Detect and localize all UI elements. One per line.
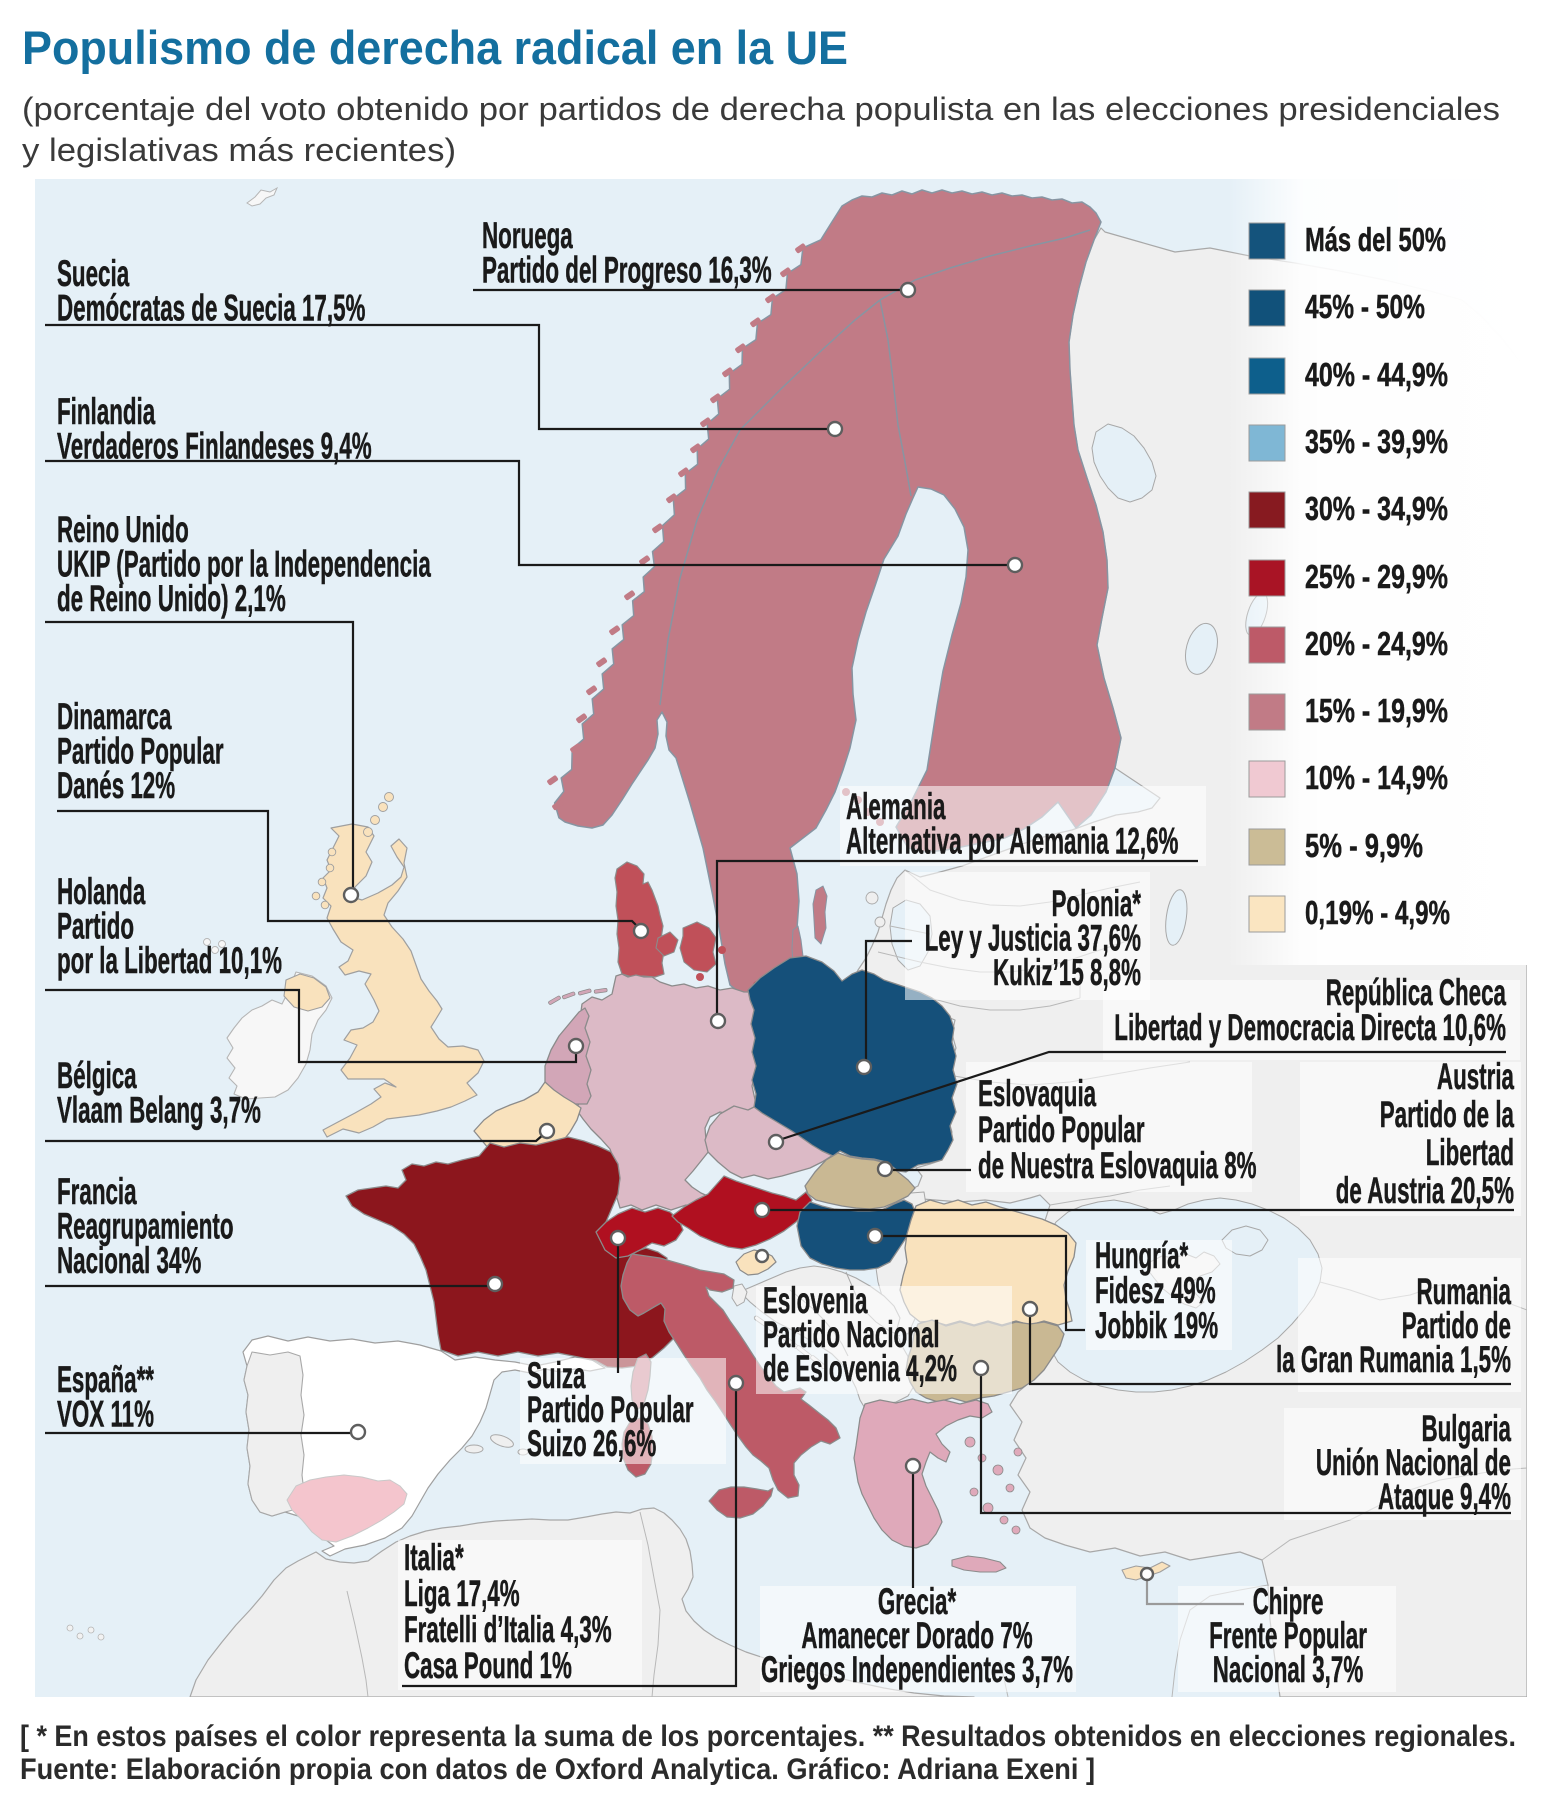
svg-text:Bulgaria: Bulgaria: [1421, 1408, 1511, 1449]
svg-text:Hungría*: Hungría*: [1095, 1235, 1188, 1276]
svg-text:VOX 11%: VOX 11%: [57, 1394, 154, 1435]
svg-text:por la Libertad 10,1%: por la Libertad 10,1%: [57, 940, 282, 981]
svg-text:Partido Popular: Partido Popular: [57, 731, 224, 772]
svg-text:35% - 39,9%: 35% - 39,9%: [1305, 423, 1448, 460]
svg-text:45% - 50%: 45% - 50%: [1305, 288, 1425, 325]
svg-text:20% - 24,9%: 20% - 24,9%: [1305, 625, 1448, 662]
svg-text:Frente Popular: Frente Popular: [1209, 1615, 1367, 1656]
svg-text:Austria: Austria: [1437, 1056, 1515, 1097]
svg-text:Jobbik 19%: Jobbik 19%: [1095, 1305, 1218, 1346]
svg-text:Alternativa por Alemania 12,6%: Alternativa por Alemania 12,6%: [846, 821, 1178, 862]
svg-text:Dinamarca: Dinamarca: [57, 696, 172, 737]
svg-text:de Eslovenia 4,2%: de Eslovenia 4,2%: [763, 1348, 957, 1389]
svg-text:Nacional 3,7%: Nacional 3,7%: [1213, 1649, 1363, 1690]
svg-text:Reino Unido: Reino Unido: [57, 509, 189, 550]
svg-text:Más del 50%: Más del 50%: [1305, 221, 1446, 258]
svg-text:Partido Popular: Partido Popular: [527, 1389, 694, 1430]
svg-text:Suecia: Suecia: [57, 253, 130, 294]
svg-text:de Austria 20,5%: de Austria 20,5%: [1336, 1170, 1514, 1211]
svg-text:UKIP (Partido por la Independe: UKIP (Partido por la Independencia: [57, 544, 432, 585]
svg-text:Amanecer Dorado 7%: Amanecer Dorado 7%: [801, 1615, 1032, 1656]
svg-text:España**: España**: [57, 1359, 154, 1400]
svg-text:(porcentaje del voto obtenido: (porcentaje del voto obtenido por partid…: [22, 91, 1500, 127]
svg-text:Grecia*: Grecia*: [878, 1581, 956, 1622]
svg-text:[ * En estos países el color r: [ * En estos países el color representa …: [20, 1720, 1516, 1753]
svg-text:Italia*: Italia*: [404, 1537, 464, 1578]
svg-text:Partido de: Partido de: [1402, 1305, 1511, 1346]
svg-text:Eslovaquia: Eslovaquia: [978, 1073, 1097, 1114]
svg-text:5% - 9,9%: 5% - 9,9%: [1305, 827, 1423, 864]
svg-text:Francia: Francia: [57, 1171, 137, 1212]
svg-text:Griegos Independientes 3,7%: Griegos Independientes 3,7%: [761, 1649, 1073, 1690]
svg-text:Chipre: Chipre: [1253, 1581, 1324, 1622]
svg-text:Eslovenia: Eslovenia: [763, 1280, 868, 1321]
svg-text:Libertad: Libertad: [1426, 1132, 1514, 1173]
svg-text:Liga 17,4%: Liga 17,4%: [404, 1573, 520, 1614]
svg-text:Kukiz’15 8,8%: Kukiz’15 8,8%: [993, 952, 1141, 993]
svg-text:Holanda: Holanda: [57, 871, 146, 912]
svg-text:República Checa: República Checa: [1326, 972, 1507, 1013]
svg-text:30% - 34,9%: 30% - 34,9%: [1305, 490, 1448, 527]
svg-text:Fidesz 49%: Fidesz 49%: [1095, 1270, 1216, 1311]
svg-text:Partido de la: Partido de la: [1380, 1094, 1515, 1135]
svg-text:Verdaderos Finlandeses 9,4%: Verdaderos Finlandeses 9,4%: [57, 426, 372, 467]
svg-text:Unión Nacional de: Unión Nacional de: [1316, 1442, 1511, 1483]
svg-text:Partido Nacional: Partido Nacional: [763, 1314, 940, 1355]
svg-text:Demócratas de Suecia 17,5%: Demócratas de Suecia 17,5%: [57, 288, 365, 329]
svg-text:Partido: Partido: [57, 906, 134, 947]
svg-text:Fratelli d’Italia 4,3%: Fratelli d’Italia 4,3%: [404, 1609, 612, 1650]
svg-text:Suiza: Suiza: [527, 1355, 586, 1396]
svg-text:Reagrupamiento: Reagrupamiento: [57, 1206, 234, 1247]
svg-text:la Gran Rumania 1,5%: la Gran Rumania 1,5%: [1276, 1339, 1511, 1380]
svg-text:Ley y Justicia 37,6%: Ley y Justicia 37,6%: [925, 918, 1141, 959]
svg-text:10% - 14,9%: 10% - 14,9%: [1305, 759, 1448, 796]
svg-text:25% - 29,9%: 25% - 29,9%: [1305, 558, 1448, 595]
svg-text:de Nuestra Eslovaquia 8%: de Nuestra Eslovaquia 8%: [978, 1145, 1257, 1186]
svg-text:Partido Popular: Partido Popular: [978, 1109, 1145, 1150]
svg-text:Rumania: Rumania: [1417, 1271, 1512, 1312]
svg-text:Bélgica: Bélgica: [57, 1055, 137, 1096]
svg-text:Nacional 34%: Nacional 34%: [57, 1240, 201, 1281]
svg-text:de Reino Unido) 2,1%: de Reino Unido) 2,1%: [57, 578, 286, 619]
svg-text:40% - 44,9%: 40% - 44,9%: [1305, 356, 1448, 393]
svg-text:Partido del Progreso 16,3%: Partido del Progreso 16,3%: [482, 250, 772, 291]
svg-text:Populismo de derecha radical e: Populismo de derecha radical en la UE: [22, 21, 848, 74]
svg-text:Alemania: Alemania: [846, 786, 946, 827]
svg-text:0,19% - 4,9%: 0,19% - 4,9%: [1305, 894, 1450, 931]
svg-text:Noruega: Noruega: [482, 215, 573, 256]
svg-text:Fuente: Elaboración propia con: Fuente: Elaboración propia con datos de …: [20, 1753, 1095, 1786]
svg-text:Vlaam Belang 3,7%: Vlaam Belang 3,7%: [57, 1090, 261, 1131]
svg-text:Polonia*: Polonia*: [1051, 883, 1141, 924]
svg-text:Ataque 9,4%: Ataque 9,4%: [1378, 1476, 1511, 1517]
svg-text:Libertad y Democracia Directa: Libertad y Democracia Directa 10,6%: [1114, 1007, 1506, 1048]
svg-text:Finlandia: Finlandia: [57, 391, 156, 432]
svg-text:y legislativas más recientes): y legislativas más recientes): [22, 132, 456, 168]
svg-text:15% - 19,9%: 15% - 19,9%: [1305, 692, 1448, 729]
svg-text:Danés 12%: Danés 12%: [57, 765, 175, 806]
svg-text:Casa Pound 1%: Casa Pound 1%: [404, 1645, 572, 1686]
svg-text:Suizo 26,6%: Suizo 26,6%: [527, 1423, 656, 1464]
